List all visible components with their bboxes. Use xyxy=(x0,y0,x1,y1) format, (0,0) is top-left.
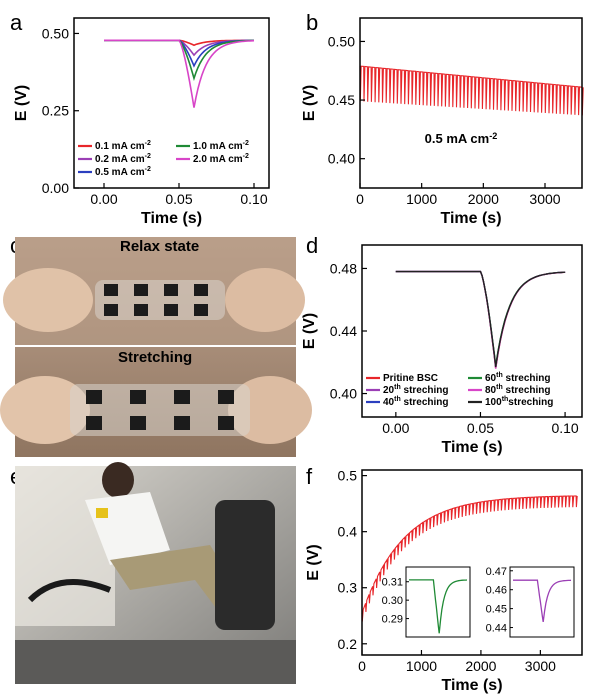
series-line xyxy=(395,270,566,368)
photo-label-stretching: Stretching xyxy=(118,349,192,366)
chart-f: 0 1000 2000 3000 0.2 0.3 0.4 0.5 Time (s) E (V) 0.… xyxy=(305,468,583,694)
locker-wall xyxy=(15,466,115,626)
y-tick-label: 0.48 xyxy=(330,260,357,276)
x-tick-label: 0 xyxy=(356,191,364,207)
inset-y-tick-label: 0.29 xyxy=(382,614,403,626)
y-axis-label: E (V) xyxy=(13,85,30,121)
left-finger-top xyxy=(3,268,93,332)
series-line xyxy=(104,39,255,108)
chart-d: 0.00 0.05 0.10 0.40 0.44 0.48 Time (s) E (V) Pri… xyxy=(301,244,583,456)
inset-chart: 0.31 0.30 0.29 xyxy=(382,566,471,638)
inset-series-line xyxy=(513,579,572,622)
floor xyxy=(15,640,296,684)
legend-label: 2.0 mA cm-2 xyxy=(193,153,249,165)
y-tick-label: 0.45 xyxy=(328,92,355,108)
x-tick-label: 0.10 xyxy=(240,191,267,207)
device-film-stretched xyxy=(70,384,250,436)
electrode-array-stretched xyxy=(86,390,234,430)
bike-frame xyxy=(215,500,275,630)
inset-y-tick-label: 0.45 xyxy=(486,604,507,616)
x-axis-label: Time (s) xyxy=(441,439,502,456)
x-tick-label: 0 xyxy=(358,658,366,674)
series-line xyxy=(395,270,566,366)
x-axis-label: Time (s) xyxy=(441,677,502,694)
y-axis-label: E (V) xyxy=(301,313,318,349)
x-tick-label: 1000 xyxy=(406,658,437,674)
annotation-current: 0.5 mA cm-2 xyxy=(425,131,498,146)
legend-label: 1.0 mA cm-2 xyxy=(193,140,249,152)
y-tick-label: 0.50 xyxy=(328,33,355,49)
plot-frame xyxy=(361,469,583,656)
y-tick-label: 0.5 xyxy=(338,468,358,484)
inset-chart: 0.47 0.46 0.45 0.44 xyxy=(486,566,575,638)
x-tick-label: 0.00 xyxy=(90,191,117,207)
x-tick-label: 0.10 xyxy=(551,420,578,436)
y-tick-label: 0.44 xyxy=(330,323,357,339)
chart-a: 0.00 0.05 0.10 0.00 0.25 0.50 Time (s) E (V) 0.1… xyxy=(13,17,270,227)
inset-y-tick-label: 0.47 xyxy=(486,566,507,578)
chart-b: 0 1000 2000 3000 0.40 0.45 0.50 Time (s) E (V) 0.… xyxy=(301,17,584,227)
y-tick-label: 0.40 xyxy=(330,386,357,402)
legend-label: 80th streching xyxy=(485,384,551,396)
inset-y-tick-label: 0.44 xyxy=(486,623,507,635)
series-line xyxy=(395,270,566,368)
legend-label: 0.5 mA cm-2 xyxy=(95,166,151,178)
x-tick-label: 2000 xyxy=(468,191,499,207)
photo-stretch-test: Relax state Stretching xyxy=(0,237,312,457)
x-tick-label: 3000 xyxy=(529,191,560,207)
panel-label-a: a xyxy=(10,10,23,35)
inset-y-tick-label: 0.30 xyxy=(382,595,403,607)
panel-label-d: d xyxy=(306,233,318,258)
y-tick-label: 0.3 xyxy=(338,580,358,596)
y-axis-label: E (V) xyxy=(301,85,318,121)
x-tick-label: 0.05 xyxy=(467,420,494,436)
x-tick-label: 3000 xyxy=(525,658,556,674)
wearable-patch xyxy=(96,508,108,518)
head xyxy=(102,462,134,498)
legend-label: 100thstreching xyxy=(485,396,553,408)
legend-label: 0.1 mA cm-2 xyxy=(95,140,151,152)
inset-frame xyxy=(509,566,575,638)
y-axis-label: E (V) xyxy=(305,544,322,580)
plot-frame xyxy=(359,17,583,189)
panel-label-f: f xyxy=(306,464,313,489)
y-tick-label: 0.2 xyxy=(338,636,358,652)
series-line xyxy=(359,65,584,116)
legend-label: Pritine BSC xyxy=(383,373,438,384)
x-tick-label: 0.00 xyxy=(382,420,409,436)
legend-label: 0.2 mA cm-2 xyxy=(95,153,151,165)
panel-label-b: b xyxy=(306,10,318,35)
series-line xyxy=(395,270,566,369)
right-finger-top xyxy=(225,268,305,332)
y-tick-label: 0.40 xyxy=(328,151,355,167)
bike-handle xyxy=(27,579,112,603)
legend-label: 60th streching xyxy=(485,372,551,384)
photo-label-relax: Relax state xyxy=(120,238,199,255)
series-line xyxy=(361,495,578,622)
plot-frame xyxy=(73,17,270,189)
series-line xyxy=(104,39,255,81)
y-tick-label: 0.50 xyxy=(42,25,69,41)
legend-label: 40th streching xyxy=(383,396,449,408)
x-axis-label: Time (s) xyxy=(440,210,501,227)
electrode-array-relaxed xyxy=(104,284,208,316)
inset-series-line xyxy=(409,579,468,634)
inset-y-tick-label: 0.31 xyxy=(382,577,403,589)
left-finger-bottom xyxy=(0,376,90,444)
x-tick-label: 2000 xyxy=(465,658,496,674)
photo-exercise-bike xyxy=(15,462,296,684)
series-line xyxy=(395,270,566,369)
inset-y-tick-label: 0.46 xyxy=(486,585,507,597)
x-tick-label: 1000 xyxy=(406,191,437,207)
x-tick-label: 0.05 xyxy=(165,191,192,207)
y-tick-label: 0.4 xyxy=(338,524,358,540)
legend-label: 20th streching xyxy=(383,384,449,396)
x-axis-label: Time (s) xyxy=(141,210,202,227)
series-line xyxy=(104,39,255,68)
series-line xyxy=(395,270,566,368)
y-tick-label: 0.00 xyxy=(42,180,69,196)
y-tick-label: 0.25 xyxy=(42,103,69,119)
device-film-relaxed xyxy=(95,280,225,320)
